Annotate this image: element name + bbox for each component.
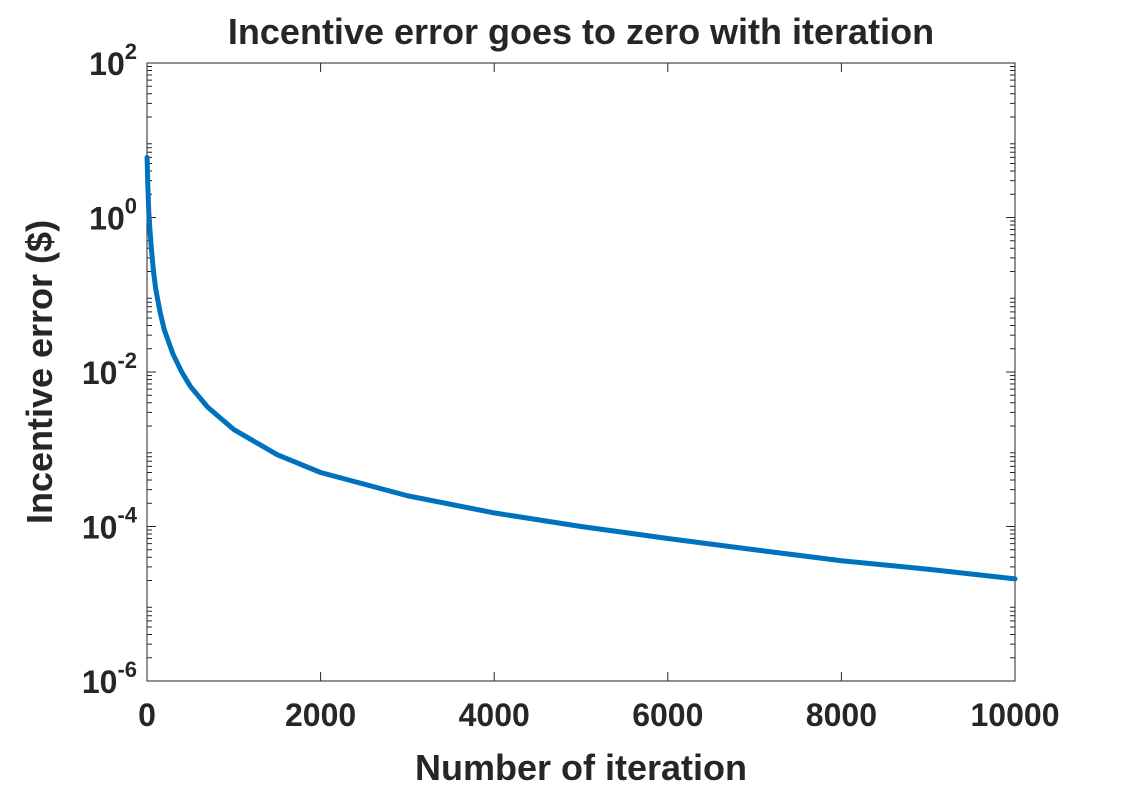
y-tick-label: 102 [89, 39, 137, 82]
major-ticks [146, 62, 1016, 682]
y-tick-label: 10-4 [82, 503, 138, 546]
y-tick-labels: 10-6 10-4 10-2 100 102 [82, 39, 138, 700]
x-tick-label: 6000 [632, 697, 703, 733]
y-tick-label: 100 [89, 194, 137, 237]
series-layer [144, 154, 1018, 582]
x-tick-labels: 0 2000 4000 6000 8000 10000 [138, 697, 1059, 733]
y-tick-label: 10-6 [82, 657, 137, 700]
x-axis-label: Number of iteration [415, 747, 747, 788]
x-tick-label: 2000 [285, 697, 356, 733]
y-axis-label: Incentive error ($) [19, 220, 60, 524]
plot-area [146, 62, 1016, 682]
y-tick-label: 10-2 [82, 348, 137, 391]
minor-ticks [147, 66, 1015, 659]
chart-title: Incentive error goes to zero with iterat… [228, 11, 934, 52]
series-line-1 [144, 154, 1018, 582]
x-tick-label: 4000 [459, 697, 530, 733]
x-tick-label: 0 [138, 697, 156, 733]
x-tick-label: 10000 [971, 697, 1060, 733]
x-tick-label: 8000 [806, 697, 877, 733]
